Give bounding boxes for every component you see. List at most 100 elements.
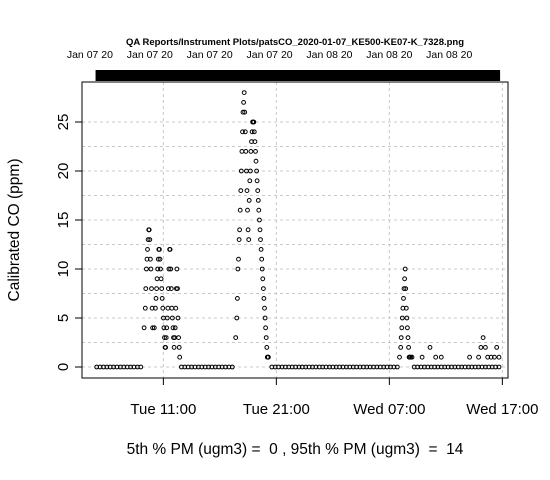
data-point (266, 354, 271, 360)
data-point (256, 207, 262, 213)
data-point (406, 345, 412, 350)
data-point (242, 109, 248, 115)
data-point (496, 364, 502, 370)
data-point (394, 364, 400, 370)
data-point (173, 305, 179, 311)
data-point (245, 227, 251, 233)
data-point (233, 335, 239, 341)
x-tick-label: Tue 21:00 (243, 401, 310, 418)
y-tick-label: 5 (55, 314, 72, 322)
data-point (257, 217, 262, 223)
data-point (206, 364, 212, 370)
top-tick-label: Jan 07 20 (127, 49, 173, 61)
data-point (261, 296, 267, 301)
data-point (154, 276, 160, 282)
data-point (467, 354, 473, 360)
data-point (296, 364, 302, 370)
data-point (251, 119, 257, 125)
data-point (163, 335, 169, 341)
data-point (478, 345, 484, 350)
data-point (402, 276, 408, 282)
data-point (247, 178, 253, 184)
data-point (251, 129, 257, 135)
data-point (147, 237, 153, 243)
data-point (262, 305, 267, 311)
data-point (433, 354, 439, 360)
data-point (257, 227, 263, 233)
data-point (143, 286, 149, 292)
data-point (150, 325, 156, 331)
data-point (166, 286, 171, 292)
instrument-coverage-bar (95, 70, 501, 81)
pm-percentile-summary: 5th % PM (ugm3) = 0 , 95th % PM (ugm3) =… (127, 441, 464, 458)
data-point (419, 354, 425, 360)
data-point (259, 266, 265, 272)
data-point (255, 188, 261, 194)
data-point (476, 354, 482, 360)
data-point (145, 237, 151, 243)
data-point (166, 266, 172, 272)
data-point (175, 286, 180, 292)
data-point (170, 325, 176, 331)
data-point (399, 315, 405, 321)
data-point (174, 266, 180, 272)
data-point (403, 305, 409, 311)
x-tick-label: Wed 07:00 (353, 401, 425, 418)
top-tick-label: Jan 08 20 (306, 49, 352, 61)
data-point (176, 335, 182, 341)
data-point (405, 325, 410, 331)
data-point (160, 305, 166, 311)
data-point (235, 266, 241, 272)
data-point (244, 188, 250, 194)
data-point (141, 325, 147, 331)
top-tick-label: Jan 07 20 (187, 49, 233, 61)
data-point (254, 178, 260, 184)
data-point (401, 286, 407, 292)
data-point (149, 305, 155, 311)
data-point (242, 129, 248, 135)
data-point (241, 90, 247, 95)
data-point (258, 237, 263, 243)
data-point (404, 315, 410, 321)
data-point (402, 266, 408, 272)
data-point (488, 354, 494, 360)
data-point (409, 354, 415, 360)
x-axis: Tue 11:00 Tue 21:00 Wed 07:00 Wed 17:00 (130, 377, 538, 418)
data-point (158, 276, 164, 282)
data-point (253, 158, 259, 164)
data-point (249, 129, 255, 135)
data-point (155, 256, 161, 262)
data-point (172, 325, 178, 331)
data-point (164, 315, 170, 321)
data-point (148, 256, 153, 262)
data-point (241, 100, 247, 105)
data-point (153, 305, 158, 311)
data-point (259, 256, 265, 262)
data-point (237, 207, 243, 213)
data-point (157, 247, 162, 252)
y-tick-label: 25 (55, 114, 72, 131)
data-point (163, 345, 169, 350)
data-point (262, 315, 268, 321)
data-point (483, 345, 488, 350)
data-point (263, 325, 269, 331)
top-tick-labels: Jan 07 20 Jan 07 20 Jan 07 20 Jan 07 20 Jan … (67, 49, 473, 61)
top-tick-label: Jan 08 20 (366, 49, 412, 61)
x-tick-label: Tue 11:00 (130, 401, 196, 418)
data-point (169, 305, 175, 311)
data-point (238, 188, 244, 194)
chart-title: QA Reports/Instrument Plots/patsCO_2020-… (126, 37, 464, 48)
data-point (405, 335, 411, 341)
data-point (138, 364, 144, 370)
data-point (170, 315, 175, 321)
data-point (466, 364, 471, 370)
data-point (240, 129, 245, 135)
x-tick-label: Wed 17:00 (466, 401, 538, 418)
data-point (494, 345, 500, 350)
data-point (399, 325, 405, 331)
data-point (398, 345, 404, 350)
data-point (246, 198, 252, 203)
y-axis-label: Calibrated CO (ppm) (6, 159, 23, 302)
data-point (254, 168, 260, 174)
data-point (229, 364, 235, 370)
